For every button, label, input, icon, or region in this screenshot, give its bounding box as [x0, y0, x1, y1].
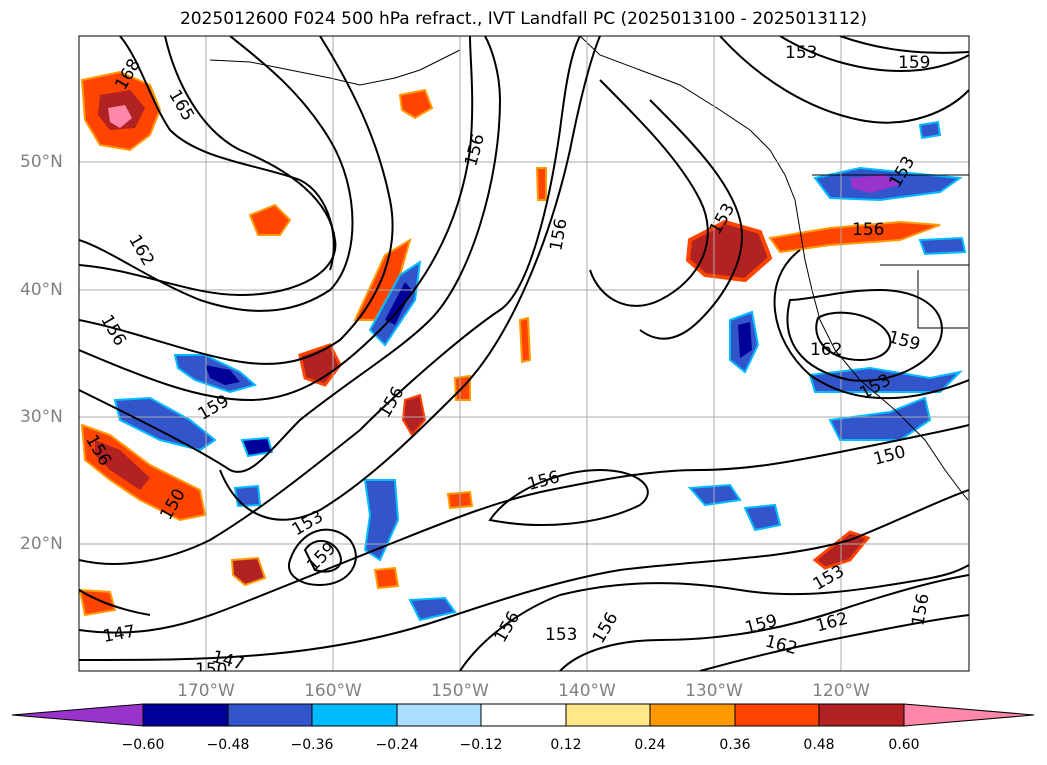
map-title: 2025012600 F024 500 hPa refract., IVT La… — [179, 9, 867, 29]
colorbar-segment — [734, 703, 820, 727]
negative-anomaly-patch — [738, 322, 752, 358]
negative-anomaly-patch — [233, 484, 262, 508]
contour-label: 159 — [898, 53, 930, 73]
negative-anomaly-patch — [113, 396, 217, 452]
negative-anomaly-patch — [240, 436, 274, 458]
negative-anomaly-patch — [918, 236, 967, 256]
negative-anomaly-patch — [363, 479, 400, 562]
negative-anomaly-patch — [408, 596, 457, 622]
colorbar-tick-label: −0.36 — [290, 737, 334, 753]
negative-anomaly-patch — [828, 396, 932, 441]
positive-anomaly-patch — [535, 167, 547, 201]
negative-anomaly-patch — [850, 175, 900, 193]
lat-label: 30°N — [20, 407, 63, 427]
positive-anomaly-patch — [373, 566, 400, 590]
colorbar — [11, 703, 1035, 727]
colorbar-segment — [311, 703, 398, 727]
positive-anomaly-patch — [95, 440, 150, 490]
positive-anomaly-patch — [108, 105, 132, 128]
contour-label: 150 — [195, 660, 227, 680]
colorbar-segment — [649, 703, 736, 727]
colorbar-tick-label: −0.60 — [121, 737, 165, 753]
map-frame — [78, 35, 970, 672]
lat-label: 50°N — [20, 152, 63, 172]
colorbar-tick-label: −0.24 — [375, 737, 419, 753]
negative-anomaly-patch — [687, 483, 742, 507]
height-contours — [79, 36, 969, 671]
positive-anomaly-patch — [518, 316, 532, 364]
negative-anomaly-patch — [205, 365, 240, 385]
positive-anomaly-patch — [248, 203, 292, 236]
lon-label: 120°W — [812, 681, 870, 701]
contour-label: 153 — [545, 625, 577, 645]
colorbar-tick-label: 0.48 — [803, 737, 835, 753]
colorbar-min-extend — [11, 703, 144, 727]
lon-label: 130°W — [685, 681, 743, 701]
lat-label: 20°N — [20, 534, 63, 554]
lon-label: 160°W — [304, 681, 362, 701]
positive-anomaly-patch — [353, 237, 412, 321]
negative-anomaly-patch — [385, 282, 412, 325]
colorbar-segment — [818, 703, 905, 727]
contour-label: 153 — [785, 43, 817, 63]
colorbar-segment — [142, 703, 229, 727]
colorbar-tick-label: −0.48 — [206, 737, 250, 753]
contour-label: 162 — [810, 340, 842, 360]
lon-label: 140°W — [558, 681, 616, 701]
map-plot-area: 168 165 162 156 156 150 159 156 156 153 … — [79, 36, 969, 680]
shaded-field — [79, 70, 967, 622]
positive-anomaly-patch — [230, 556, 267, 587]
negative-anomaly-patch — [808, 366, 964, 393]
lon-label: 170°W — [177, 681, 235, 701]
contour-label: 156 — [852, 220, 884, 240]
positive-anomaly-patch — [398, 88, 434, 120]
colorbar-tick-label: 0.12 — [550, 737, 582, 753]
colorbar-tick-label: 0.36 — [719, 737, 751, 753]
colorbar-tick-label: 0.60 — [888, 737, 920, 753]
negative-anomaly-patch — [743, 503, 782, 532]
colorbar-segment — [396, 703, 482, 727]
positive-anomaly-patch — [768, 220, 941, 254]
lat-label: 40°N — [20, 280, 63, 300]
colorbar-tick-label: 0.24 — [634, 737, 666, 753]
colorbar-max-extend — [903, 703, 1035, 727]
negative-anomaly-patch — [918, 120, 942, 140]
colorbar-tick-label: −0.12 — [459, 737, 503, 753]
lon-label: 150°W — [431, 681, 489, 701]
colorbar-segment — [227, 703, 313, 727]
colorbar-segment — [480, 703, 567, 727]
colorbar-segment — [565, 703, 651, 727]
